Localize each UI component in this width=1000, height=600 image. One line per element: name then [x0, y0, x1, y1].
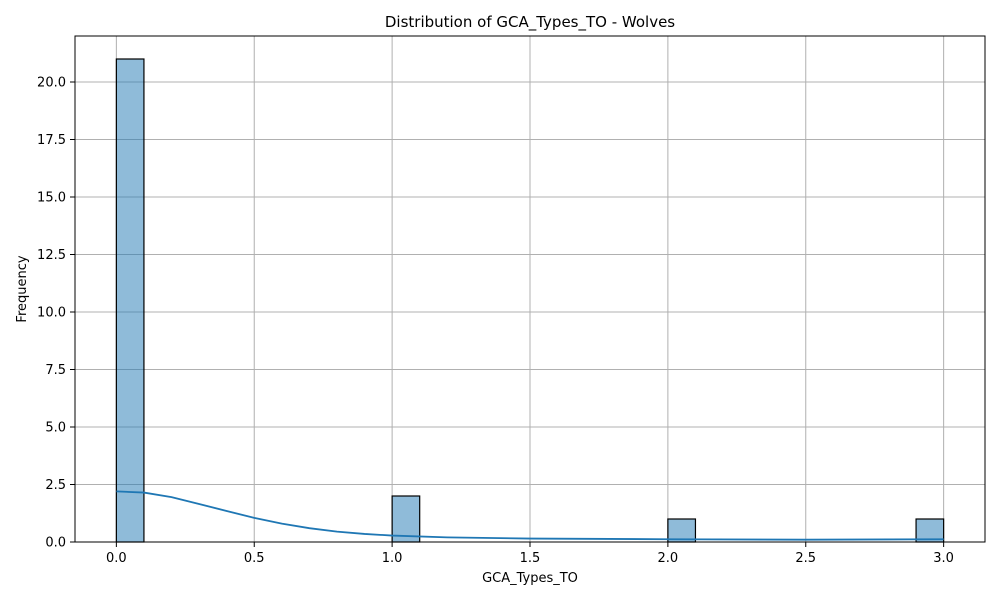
histogram-bars: [115, 58, 945, 543]
y-tick-label: 2.5: [45, 478, 66, 493]
kde-curve: [116, 490, 944, 541]
y-axis-label: Frequency: [15, 255, 30, 322]
x-tick-label: 3.0: [933, 551, 954, 566]
x-axis-label: GCA_Types_TO: [482, 571, 578, 586]
chart-title: Distribution of GCA_Types_TO - Wolves: [385, 13, 675, 32]
x-tick-label: 1.5: [520, 551, 541, 566]
histogram-bar: [115, 58, 145, 543]
y-tick-label: 17.5: [37, 133, 66, 148]
y-tick-label: 10.0: [37, 306, 66, 321]
grid-lines: [75, 36, 985, 543]
x-tick-label: 1.0: [382, 551, 403, 566]
axes: 0.0 0.5 1.0 1.5 2.0 2.5 3.0 0.0 2.5 5.0 7.5 10.0 12.…: [37, 35, 986, 566]
x-tick-label: 0.0: [106, 551, 127, 566]
kde-curve-layer: [116, 490, 944, 541]
x-tick-label: 0.5: [244, 551, 265, 566]
y-tick-label: 0.0: [45, 536, 66, 551]
y-tick-label: 12.5: [37, 248, 66, 263]
x-tick-label: 2.0: [658, 551, 679, 566]
y-tick-label: 20.0: [37, 76, 66, 91]
y-tick-label: 7.5: [45, 363, 66, 378]
y-tick-label: 5.0: [45, 421, 66, 436]
x-tick-label: 2.5: [795, 551, 816, 566]
y-tick-label: 15.0: [37, 191, 66, 206]
